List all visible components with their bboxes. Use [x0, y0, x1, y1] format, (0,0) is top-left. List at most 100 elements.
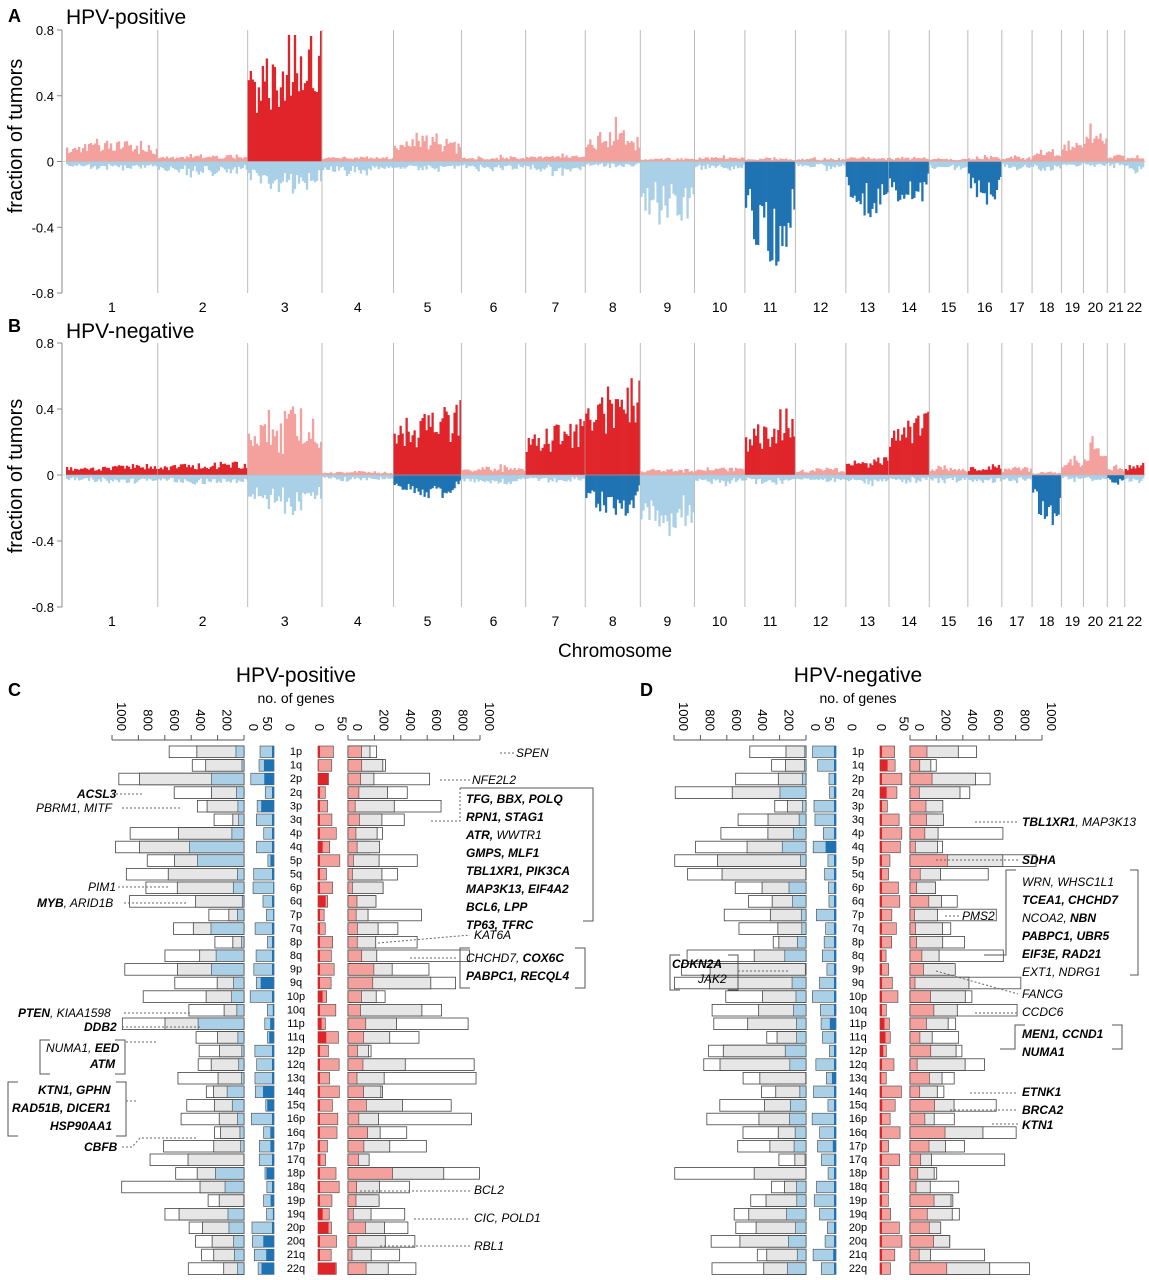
loss-bar: [1118, 161, 1122, 166]
loss-bar: [365, 161, 368, 176]
gain-bar: [155, 468, 159, 475]
gain-fraction-bar: [347, 1004, 361, 1017]
gain-bar: [722, 155, 726, 162]
gain-bar: [475, 159, 478, 162]
loss-bar: [612, 161, 616, 164]
loss-bar: [223, 475, 226, 480]
gain-bar: [847, 463, 851, 475]
loss-bar: [888, 161, 892, 179]
chromosome-label: 22: [1127, 613, 1143, 629]
loss-bar: [517, 475, 520, 479]
loss-bar: [716, 161, 719, 167]
gain-bar: [1077, 462, 1080, 475]
loss-bar: [251, 161, 254, 170]
annot-d-wrn: WRN, WHSC1L1: [1022, 875, 1114, 889]
gain-sig-bar: [318, 977, 320, 989]
gain-bar: [193, 156, 197, 162]
loss-bar: [555, 475, 558, 483]
axis-tick: 200: [376, 709, 391, 731]
loss-bar: [827, 161, 830, 166]
loss-bar: [541, 475, 544, 479]
gain-bar: [199, 468, 203, 475]
gain-bar: [213, 462, 216, 475]
axis-tick: 50: [897, 717, 912, 731]
gain-bar: [907, 157, 910, 162]
loss-bar: [403, 475, 406, 490]
gain-bar: [421, 135, 424, 162]
loss-bar: [463, 475, 466, 482]
loss-sig-bar: [834, 773, 836, 785]
gain-inner-bar: [317, 936, 333, 949]
loss-bar: [793, 161, 796, 210]
gain-bar: [785, 158, 788, 162]
gain-bar: [750, 445, 754, 475]
loss-bar: [1126, 475, 1129, 479]
loss-bar: [1047, 161, 1050, 167]
gain-bar: [227, 155, 230, 162]
gain-bar: [537, 437, 540, 475]
gain-bar: [225, 464, 228, 475]
gain-bar: [163, 466, 167, 475]
gain-bar: [327, 157, 331, 162]
annot-rbl1: RBL1: [474, 1239, 504, 1253]
loss-bar: [491, 161, 494, 172]
gain-bar: [716, 157, 719, 162]
loss-bar: [339, 161, 343, 168]
loss-bar: [803, 161, 806, 166]
gain-bar: [331, 157, 335, 162]
gain-bar: [929, 160, 932, 162]
gain-bar: [153, 154, 157, 162]
loss-bar: [674, 161, 677, 196]
loss-bar: [151, 161, 155, 167]
loss-bar: [167, 161, 171, 171]
loss-fraction-bar: [237, 1031, 245, 1044]
gain-bar: [157, 468, 161, 475]
gain-bar: [289, 409, 293, 475]
gain-bar: [694, 471, 697, 475]
gain-bar: [427, 415, 430, 475]
gain-bar: [1083, 143, 1086, 162]
gain-bar: [367, 158, 370, 162]
loss-bar: [433, 161, 436, 170]
loss-bar: [127, 161, 131, 169]
annot-numa1: NUMA1, EED: [46, 1041, 120, 1055]
loss-bar: [1093, 475, 1096, 480]
loss-bar: [247, 161, 250, 174]
loss-bar: [473, 475, 476, 483]
gain-bar: [965, 471, 969, 475]
loss-bar: [917, 161, 920, 192]
panel-c-title: HPV-positive: [236, 664, 356, 687]
loss-bar: [187, 161, 191, 169]
gain-bar: [113, 466, 117, 475]
annot-cbfb: CBFB: [84, 1140, 118, 1154]
loss-bar: [886, 161, 890, 193]
gain-bar: [249, 440, 252, 475]
loss-sig-bar: [266, 1167, 274, 1180]
gain-bar: [85, 151, 89, 162]
gain-bar: [139, 467, 143, 475]
loss-bar: [1017, 475, 1021, 478]
loss-bar: [915, 161, 918, 192]
gain-bar: [593, 422, 596, 475]
gain-bar: [869, 463, 872, 475]
loss-bar: [951, 161, 954, 165]
gain-bar: [269, 444, 273, 475]
gain-bar: [401, 145, 404, 162]
loss-bar: [890, 475, 894, 479]
loss-bar: [1118, 475, 1122, 479]
loss-bar: [81, 161, 85, 167]
loss-bar: [1085, 475, 1088, 478]
loss-bar: [189, 475, 193, 483]
loss-bar: [509, 475, 512, 485]
loss-bar: [141, 161, 145, 166]
loss-bar: [869, 161, 872, 218]
loss-bar: [1055, 475, 1058, 517]
loss-bar: [415, 475, 418, 489]
loss-bar: [593, 161, 596, 165]
gain-bar: [569, 423, 572, 475]
loss-bar: [69, 161, 73, 167]
loss-bar: [577, 161, 580, 169]
loss-bar: [636, 475, 639, 492]
loss-fraction-bar: [801, 772, 807, 786]
gain-bar: [579, 157, 582, 162]
